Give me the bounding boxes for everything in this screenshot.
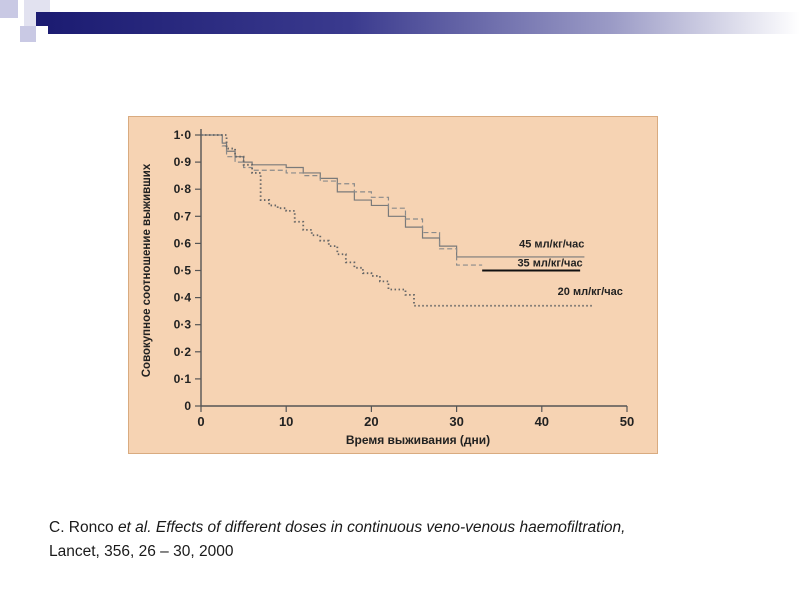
y-tick-label: 1·0 [174,128,192,142]
y-tick-label: 0·1 [174,372,192,386]
decorative-square [36,12,50,26]
series-annotation: 20 мл/кг/час [558,286,623,298]
caption-authors: C. Ronco [49,519,114,536]
y-tick-label: 0·6 [174,236,192,250]
y-tick-label: 0·5 [174,264,192,278]
x-tick-label: 40 [535,414,549,429]
y-tick-label: 0·4 [174,291,192,305]
chart-svg: 0 0·1 0·2 0·3 0·4 0·5 0·6 0·7 0·8 0·9 1·0 0 10 20 30 40… [141,128,634,447]
y-tick-label: 0·9 [174,155,192,169]
decorative-square [0,0,18,18]
series-line-1 [201,134,483,266]
survival-chart: 0 0·1 0·2 0·3 0·4 0·5 0·6 0·7 0·8 0·9 1·0 0 10 20 30 40… [128,116,658,454]
x-tick-label: 10 [279,414,293,429]
decorative-square [20,26,36,42]
series-annotation: 45 мл/кг/час [519,238,584,250]
series-annotation: 35 мл/кг/час [517,257,582,269]
y-tick-label: 0·8 [174,182,192,196]
y-tick-label: 0·2 [174,345,192,359]
y-tick-label: 0·3 [174,318,192,332]
y-axis-title: Совокупное соотношение выживших [141,163,153,377]
series-line-3 [201,134,593,307]
header-bar [48,12,800,34]
x-tick-label: 30 [449,414,463,429]
y-tick-label: 0 [184,399,191,413]
x-tick-label: 0 [197,414,204,429]
x-tick-label: 20 [364,414,378,429]
figure-caption: C. Ronco et al. Effects of different dos… [49,516,789,564]
caption-title: Effects of different doses in continuous… [155,519,626,536]
y-tick-label: 0·7 [174,209,192,223]
x-tick-label: 50 [620,414,634,429]
x-axis-title: Время выживания (дни) [346,433,490,447]
caption-etal: et al. [117,519,152,536]
caption-citation: Lancet, 356, 26 – 30, 2000 [49,543,234,560]
